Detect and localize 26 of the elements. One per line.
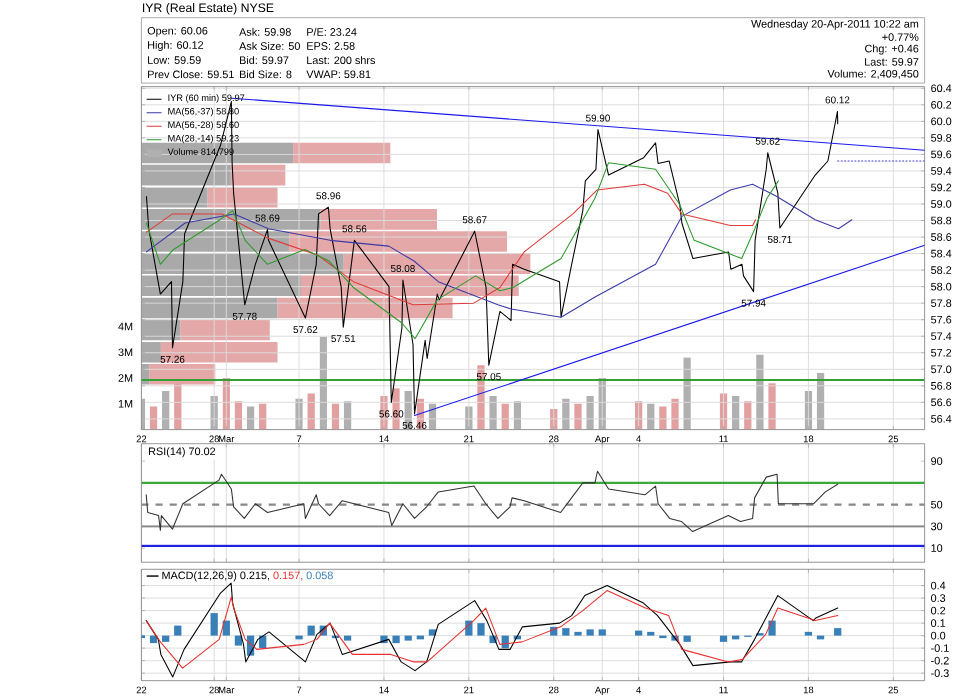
bar (562, 628, 570, 636)
bar (392, 635, 400, 644)
line-series (145, 470, 839, 533)
line-series (145, 183, 853, 318)
bar (634, 630, 643, 636)
bar (162, 635, 170, 642)
bar (719, 635, 728, 642)
bar (343, 635, 352, 641)
bar (307, 625, 315, 636)
bar (598, 629, 606, 636)
bar (477, 623, 485, 636)
bar (174, 625, 182, 636)
bar (210, 613, 218, 636)
line-series (145, 100, 839, 415)
bar (671, 398, 679, 430)
bar (586, 629, 594, 636)
bar (834, 628, 842, 636)
bar (683, 635, 691, 642)
bar (768, 383, 776, 430)
bar (404, 635, 412, 641)
bar (574, 403, 582, 430)
bar (562, 398, 570, 430)
bar (659, 406, 667, 430)
bar (222, 620, 230, 636)
bar (234, 635, 243, 646)
bar (756, 354, 764, 430)
